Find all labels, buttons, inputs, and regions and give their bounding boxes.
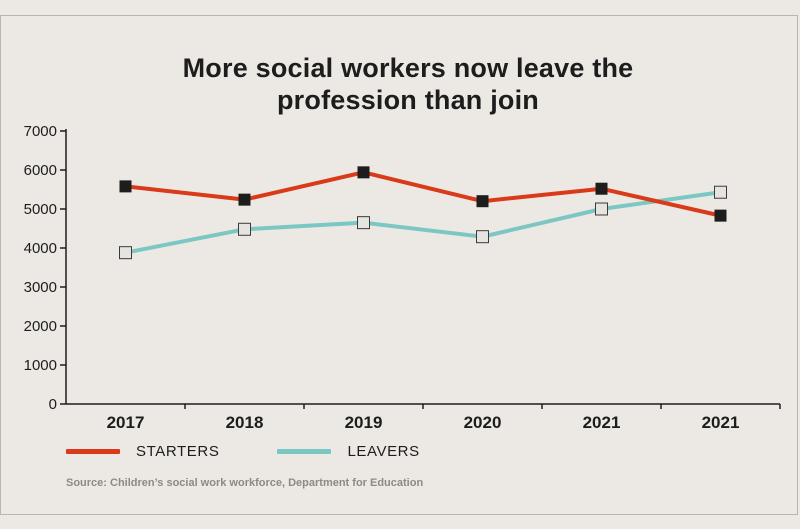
legend-item-starters: STARTERS	[66, 443, 219, 460]
data-point-leavers	[238, 222, 251, 236]
data-point-leavers	[119, 246, 132, 260]
legend-swatch-starters	[66, 449, 120, 454]
y-tick-label: 7000	[24, 123, 57, 140]
y-tick-label: 0	[49, 396, 57, 413]
y-tick-label: 2000	[24, 318, 57, 335]
y-tick-label: 6000	[24, 162, 57, 179]
chart-title-line-2: profession than join	[276, 85, 539, 115]
x-tick-label: 2018	[226, 413, 264, 432]
y-tick-label: 5000	[24, 201, 57, 218]
data-point-starters	[595, 182, 608, 195]
y-tick-label: 1000	[24, 357, 57, 374]
x-tick-label: 2017	[107, 413, 145, 432]
chart-title-line-1: More social workers now leave the	[182, 53, 634, 83]
series-line-leavers	[123, 190, 723, 255]
x-tick-label: 2021	[583, 413, 621, 432]
x-tick-label: 2019	[345, 413, 383, 432]
data-point-leavers	[357, 216, 370, 230]
data-point-leavers	[714, 185, 727, 199]
data-point-leavers	[595, 202, 608, 216]
y-tick-label: 3000	[24, 279, 57, 296]
x-tick-label: 2021	[702, 413, 740, 432]
legend-label-leavers: LEAVERS	[347, 443, 420, 460]
legend-swatch-leavers	[277, 449, 332, 454]
chart-frame	[0, 15, 798, 515]
data-point-starters	[476, 195, 489, 208]
x-tick-label: 2020	[464, 413, 502, 432]
data-point-starters	[357, 166, 370, 179]
data-point-leavers	[476, 230, 489, 244]
legend-item-leavers: LEAVERS	[277, 443, 419, 460]
chart-legend: STARTERS LEAVERS	[66, 443, 420, 460]
series-line-starters	[123, 170, 723, 218]
source-note: Source: Children’s social work workforce…	[66, 477, 424, 489]
data-point-starters	[238, 193, 251, 206]
y-tick-label: 4000	[24, 240, 57, 257]
legend-label-starters: STARTERS	[136, 443, 220, 460]
data-point-starters	[714, 209, 727, 222]
data-point-starters	[119, 180, 132, 193]
chart-title: More social workers now leave the profes…	[0, 52, 800, 116]
